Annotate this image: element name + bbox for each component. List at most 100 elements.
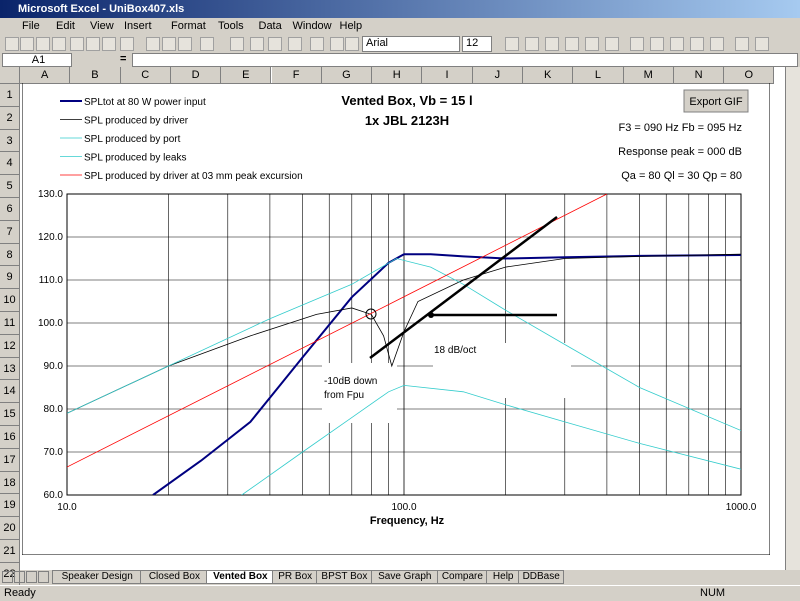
row-header[interactable]: 15: [0, 403, 20, 426]
chart-subtitle: 1x JBL 2123H: [365, 113, 449, 128]
tab-scroll[interactable]: [2, 571, 13, 583]
sheet-tab[interactable]: Compare: [436, 570, 488, 584]
menu-item[interactable]: Tools: [218, 20, 244, 32]
export-button[interactable]: [683, 89, 749, 113]
toolbar-button[interactable]: [345, 37, 359, 51]
column-header[interactable]: A: [20, 67, 71, 84]
column-header[interactable]: F: [271, 67, 322, 84]
column-header[interactable]: D: [170, 67, 222, 84]
toolbar-button[interactable]: [605, 37, 619, 51]
tab-scroll[interactable]: [26, 571, 37, 583]
toolbar-button[interactable]: [20, 37, 34, 51]
menu-item[interactable]: File: [22, 20, 40, 32]
row-header[interactable]: 17: [0, 448, 20, 472]
row-header[interactable]: 4: [0, 152, 20, 176]
row-header[interactable]: 19: [0, 494, 20, 518]
row-header[interactable]: 2: [0, 106, 20, 130]
row-header[interactable]: 14: [0, 380, 20, 404]
name-box[interactable]: A1: [2, 53, 72, 67]
vertical-scrollbar[interactable]: [785, 67, 800, 570]
row-header[interactable]: 6: [0, 198, 20, 221]
menu-item[interactable]: Format: [171, 20, 206, 32]
column-header[interactable]: O: [724, 67, 775, 84]
sheet-tab[interactable]: DDBase: [518, 570, 564, 584]
row-header[interactable]: 20: [0, 517, 20, 540]
sheet-tab[interactable]: Vented Box: [206, 570, 275, 584]
toolbar-button[interactable]: [36, 37, 50, 51]
toolbar-button[interactable]: [525, 37, 539, 51]
toolbar-button[interactable]: [230, 37, 244, 51]
size-box[interactable]: 12: [462, 36, 492, 52]
column-header[interactable]: I: [422, 67, 473, 84]
toolbar-button[interactable]: [250, 37, 264, 51]
toolbar-button[interactable]: [5, 37, 19, 51]
menu-item[interactable]: Edit: [56, 20, 75, 32]
toolbar-button[interactable]: [505, 37, 519, 51]
menu-item[interactable]: Insert: [124, 20, 152, 32]
toolbar-button[interactable]: [690, 37, 704, 51]
column-header[interactable]: L: [573, 67, 624, 84]
menu-item[interactable]: Window: [292, 20, 332, 32]
toolbar-button[interactable]: [565, 37, 579, 51]
sheet-tab[interactable]: Closed Box: [140, 570, 209, 584]
toolbar-button[interactable]: [162, 37, 176, 51]
column-header[interactable]: E: [221, 67, 272, 84]
row-header[interactable]: 10: [0, 289, 20, 312]
tab-scroll[interactable]: [14, 571, 25, 583]
toolbar-button[interactable]: [670, 37, 684, 51]
toolbar-button[interactable]: [630, 37, 644, 51]
column-header[interactable]: C: [120, 67, 171, 84]
toolbar-button[interactable]: [735, 37, 749, 51]
column-header[interactable]: N: [673, 67, 725, 84]
toolbar-button[interactable]: [650, 37, 664, 51]
row-header[interactable]: 3: [0, 129, 20, 153]
toolbar-button[interactable]: [545, 37, 559, 51]
column-header[interactable]: M: [623, 67, 674, 84]
toolbar-button[interactable]: [178, 37, 192, 51]
toolbar-button[interactable]: [330, 37, 344, 51]
row-header[interactable]: 7: [0, 220, 20, 244]
toolbar-button[interactable]: [200, 37, 214, 51]
font-name: Arial: [366, 37, 389, 49]
menu-item[interactable]: Data: [258, 20, 282, 32]
row-header[interactable]: 1: [0, 84, 20, 107]
menu-item[interactable]: View: [90, 20, 114, 32]
column-header[interactable]: B: [70, 67, 121, 84]
toolbar-button[interactable]: [585, 37, 599, 51]
formula-input[interactable]: [132, 53, 798, 67]
toolbar-button[interactable]: [52, 37, 66, 51]
row-header[interactable]: 13: [0, 357, 20, 381]
row-header[interactable]: 21: [0, 540, 20, 563]
tab-scroll[interactable]: [38, 571, 49, 583]
sheet-tab[interactable]: Speaker Design: [52, 570, 143, 584]
toolbar-button[interactable]: [120, 37, 134, 51]
toolbar-button[interactable]: [268, 37, 282, 51]
toolbar-button[interactable]: [146, 37, 160, 51]
toolbar-button[interactable]: [755, 37, 769, 51]
row-header[interactable]: 8: [0, 243, 20, 267]
font-box[interactable]: Arial: [362, 36, 460, 52]
sheet-tab[interactable]: Save Graph: [370, 570, 439, 584]
row-header[interactable]: 9: [0, 266, 20, 290]
column-header[interactable]: K: [523, 67, 574, 84]
toolbar-button[interactable]: [710, 37, 724, 51]
legend-label: SPL produced by leaks: [84, 153, 186, 164]
sheet-tab[interactable]: PR Box: [272, 570, 318, 584]
toolbar-button[interactable]: [102, 37, 116, 51]
toolbar-button[interactable]: [86, 37, 100, 51]
sheet-tab[interactable]: Help: [486, 570, 521, 584]
row-header[interactable]: 12: [0, 334, 20, 358]
column-header[interactable]: G: [321, 67, 373, 84]
toolbar-button[interactable]: [70, 37, 84, 51]
column-header[interactable]: H: [372, 67, 423, 84]
sheet-tab[interactable]: BPST Box: [316, 570, 373, 584]
row-header[interactable]: 5: [0, 175, 20, 198]
row-header[interactable]: 18: [0, 471, 20, 495]
row-header[interactable]: 11: [0, 312, 20, 335]
column-header[interactable]: J: [472, 67, 523, 84]
row-header[interactable]: 16: [0, 426, 20, 449]
y-tick-label: 70.0: [44, 447, 64, 458]
toolbar-button[interactable]: [288, 37, 302, 51]
menu-item[interactable]: Help: [339, 20, 363, 32]
toolbar-button[interactable]: [310, 37, 324, 51]
